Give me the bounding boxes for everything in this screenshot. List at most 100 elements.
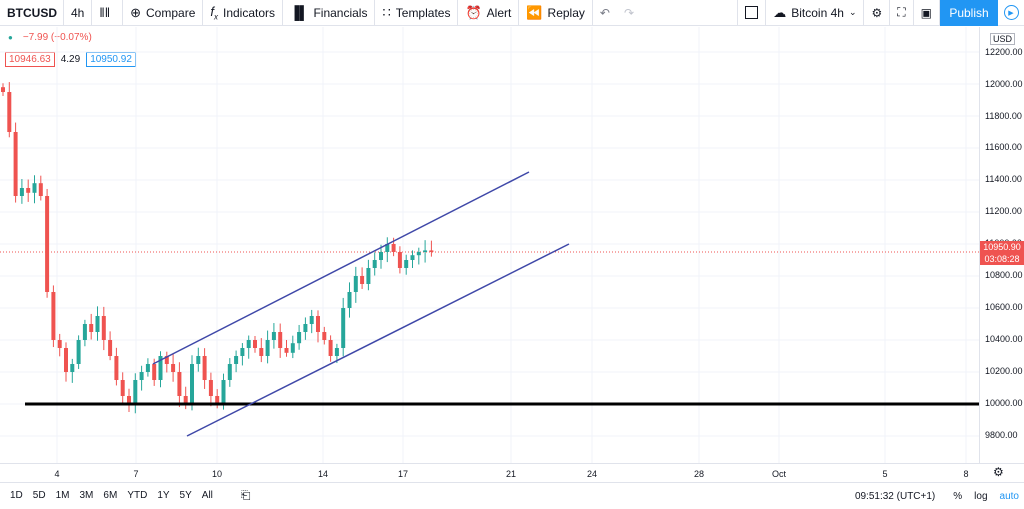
compare-button[interactable]: ⊕ Compare bbox=[123, 0, 204, 26]
candle-body bbox=[32, 183, 37, 193]
candle-body bbox=[45, 196, 50, 292]
goto-date-icon[interactable]: ⎗ bbox=[240, 488, 251, 502]
price-tick-label: 9800.00 bbox=[985, 430, 1018, 440]
candle-body bbox=[271, 332, 276, 340]
candle-body bbox=[183, 396, 188, 404]
rewind-icon: ⏪ bbox=[526, 4, 543, 20]
bottom-toolbar: 1D 5D 1M 3M 6M YTD 1Y 5Y All ⎗ 09:51:32 (UTC+1) … bbox=[0, 482, 1024, 508]
bar-chart-icon: ▐▌ bbox=[290, 5, 309, 20]
symbol-search-button[interactable]: BTCUSD bbox=[0, 0, 64, 26]
price-axis[interactable] bbox=[979, 27, 1024, 463]
time-tick-label: 7 bbox=[133, 469, 139, 479]
layout-button[interactable]: ☁ Bitcoin 4h ⌄ bbox=[766, 0, 865, 26]
candle-body bbox=[297, 332, 302, 344]
replay-label: Replay bbox=[547, 5, 585, 20]
replay-button[interactable]: ⏪ Replay bbox=[519, 0, 593, 26]
candle-body bbox=[246, 340, 251, 348]
price-tick-label: 10200.00 bbox=[985, 366, 1023, 376]
indicators-button[interactable]: fx Indicators bbox=[203, 0, 284, 26]
auto-toggle[interactable]: auto bbox=[999, 490, 1019, 502]
bid-ask-boxes: 10946.63 4.29 10950.92 bbox=[5, 52, 136, 67]
time-tick-label: 24 bbox=[586, 469, 598, 479]
financials-label: Financials bbox=[313, 5, 368, 20]
range-button-1y[interactable]: 1Y bbox=[157, 490, 170, 501]
candle-body bbox=[101, 316, 106, 340]
undo-button[interactable]: ↶ bbox=[593, 0, 617, 26]
candle-body bbox=[322, 332, 327, 340]
candle-body bbox=[57, 340, 62, 348]
candle-body bbox=[95, 316, 100, 332]
candle-body bbox=[7, 92, 12, 132]
candle-body bbox=[278, 332, 283, 348]
range-button-3m[interactable]: 3M bbox=[79, 490, 94, 501]
range-buttons: 1D 5D 1M 3M 6M YTD 1Y 5Y All bbox=[0, 490, 213, 501]
snapshot-button[interactable]: ▣ bbox=[914, 0, 940, 26]
candle-body bbox=[410, 255, 415, 260]
templates-label: Templates bbox=[395, 5, 451, 20]
chart-type-button[interactable]: ‖‖ bbox=[92, 0, 124, 26]
candle-body bbox=[341, 308, 346, 348]
time-tick-label: 21 bbox=[505, 469, 517, 479]
candle-body bbox=[139, 372, 144, 380]
candle-body bbox=[353, 276, 358, 292]
candle-body bbox=[253, 340, 257, 348]
templates-button[interactable]: ∷ Templates bbox=[375, 0, 459, 26]
candle-body bbox=[347, 292, 352, 308]
cloud-icon: ☁ bbox=[773, 4, 787, 20]
alert-label: Alert bbox=[486, 5, 512, 20]
plus-circle-icon: ⊕ bbox=[130, 4, 142, 20]
candle-body bbox=[190, 364, 194, 404]
currency-label[interactable]: USD bbox=[990, 33, 1016, 45]
range-button-5d[interactable]: 5D bbox=[32, 490, 46, 501]
candle-body bbox=[133, 380, 138, 404]
candle-body bbox=[334, 348, 339, 356]
candle-body bbox=[171, 364, 176, 372]
time-tick-label: Oct bbox=[771, 469, 787, 479]
candle-body bbox=[76, 340, 81, 364]
price-tick-label: 10400.00 bbox=[985, 334, 1023, 344]
fullscreen-select-button[interactable] bbox=[737, 0, 767, 26]
templates-icon: ∷ bbox=[382, 4, 391, 20]
time-tick-label: 5 bbox=[882, 469, 888, 479]
time-tick-label: 8 bbox=[963, 469, 969, 479]
range-button-6m[interactable]: 6M bbox=[103, 490, 118, 501]
candle-body bbox=[196, 356, 201, 364]
publish-button[interactable]: Publish bbox=[940, 0, 998, 26]
interval-button[interactable]: 4h bbox=[64, 0, 93, 26]
time-tick-label: 14 bbox=[317, 469, 329, 479]
candle-body bbox=[19, 188, 24, 196]
candle-body bbox=[385, 244, 390, 252]
percent-toggle[interactable]: % bbox=[953, 490, 963, 502]
range-button-ytd[interactable]: YTD bbox=[127, 490, 148, 501]
play-icon: ▶ bbox=[1003, 5, 1019, 20]
time-axis[interactable] bbox=[0, 463, 1024, 483]
candle-body bbox=[89, 324, 94, 332]
bottom-right-controls: 09:51:32 (UTC+1) % log auto bbox=[843, 483, 1019, 509]
price-tick-label: 11400.00 bbox=[985, 174, 1022, 184]
fullscreen-button[interactable]: ⛶ bbox=[890, 0, 914, 26]
log-toggle[interactable]: log bbox=[974, 490, 988, 502]
axis-settings-gear-icon[interactable]: ⚙ bbox=[993, 465, 1004, 479]
range-button-all[interactable]: All bbox=[201, 490, 213, 501]
publish-video-button[interactable]: ▶ bbox=[998, 0, 1024, 26]
range-button-5y[interactable]: 5Y bbox=[179, 490, 192, 501]
candle-body bbox=[152, 364, 157, 380]
candle-body bbox=[38, 183, 43, 196]
candle-body bbox=[416, 252, 421, 256]
channel-upper-line bbox=[152, 171, 530, 365]
range-button-1d[interactable]: 1D bbox=[10, 490, 23, 501]
candle-body bbox=[366, 268, 371, 284]
candle-body bbox=[70, 364, 75, 372]
price-chart[interactable] bbox=[0, 27, 979, 463]
gear-icon: ⚙ bbox=[871, 5, 883, 20]
clock[interactable]: 09:51:32 (UTC+1) bbox=[854, 490, 936, 502]
redo-button[interactable]: ↷ bbox=[617, 0, 641, 26]
alert-button[interactable]: ⏰ Alert bbox=[458, 0, 520, 26]
financials-button[interactable]: ▐▌ Financials bbox=[283, 0, 376, 26]
alarm-clock-icon: ⏰ bbox=[465, 4, 482, 20]
price-tick-label: 10000.00 bbox=[985, 398, 1023, 408]
settings-button[interactable]: ⚙ bbox=[864, 0, 891, 26]
range-button-1m[interactable]: 1M bbox=[55, 490, 70, 501]
candle-body bbox=[215, 396, 220, 404]
candle-body bbox=[404, 260, 409, 268]
